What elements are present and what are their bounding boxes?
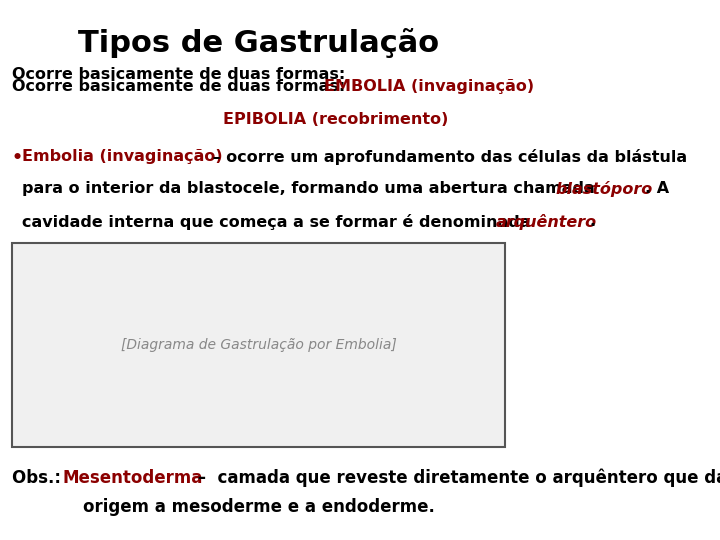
Text: –  camada que reveste diretamente o arquêntero que dará: – camada que reveste diretamente o arquê… [192, 469, 720, 487]
Text: EPIBOLIA (recobrimento): EPIBOLIA (recobrimento) [223, 112, 449, 126]
Text: •: • [12, 149, 29, 167]
Text: [Diagrama de Gastrulação por Embolia]: [Diagrama de Gastrulação por Embolia] [121, 338, 397, 352]
Text: . A: . A [644, 181, 669, 197]
Text: origem a mesoderme e a endoderme.: origem a mesoderme e a endoderme. [83, 498, 434, 516]
Text: – ocorre um aprofundamento das células da blástula: – ocorre um aprofundamento das células d… [207, 149, 687, 165]
Text: blastóporo: blastóporo [555, 181, 652, 197]
Text: Mesentoderma: Mesentoderma [62, 469, 202, 487]
Text: arquêntero: arquêntero [496, 214, 597, 230]
Text: .: . [589, 214, 595, 228]
Text: Ocorre basicamente de duas formas:: Ocorre basicamente de duas formas: [12, 79, 351, 94]
Text: Obs.:: Obs.: [12, 469, 66, 487]
FancyBboxPatch shape [12, 243, 505, 447]
Text: EMBOLIA (invaginação): EMBOLIA (invaginação) [324, 79, 534, 94]
Text: cavidade interna que começa a se formar é denominada: cavidade interna que começa a se formar … [22, 214, 536, 230]
Text: Ocorre basicamente de duas formas:: Ocorre basicamente de duas formas: [12, 68, 351, 82]
Text: para o interior da blastocele, formando uma abertura chamada: para o interior da blastocele, formando … [22, 181, 600, 197]
Text: Tipos de Gastrulação: Tipos de Gastrulação [78, 28, 439, 58]
Text: Embolia (invaginação): Embolia (invaginação) [22, 149, 222, 164]
